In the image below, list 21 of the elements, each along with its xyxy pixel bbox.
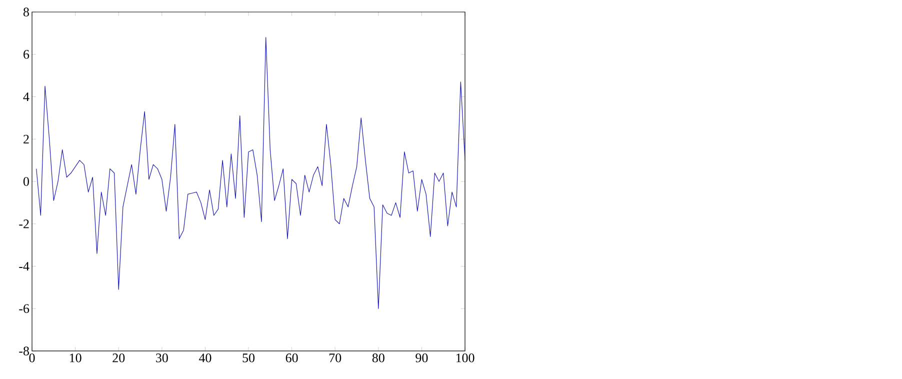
y-tick-label: 0 (23, 177, 29, 186)
y-tick-label: 6 (24, 50, 30, 59)
line-series (36, 37, 466, 309)
x-tick-label: 20 (112, 354, 125, 362)
y-tick-label: -6 (19, 304, 30, 313)
x-tick-label: 60 (286, 354, 298, 362)
x-tick-label: 70 (329, 354, 342, 362)
x-tick-label: 80 (372, 354, 384, 362)
x-tick-label: 30 (156, 354, 168, 362)
x-tick-label: 50 (242, 354, 255, 362)
y-tick-label: 8 (23, 8, 29, 16)
y-tick-label: -4 (19, 262, 30, 271)
y-tick-label: 4 (23, 92, 30, 102)
y-tick-label: -8 (19, 346, 29, 356)
x-tick-label: 0 (29, 354, 35, 362)
x-tick-label: 100 (456, 354, 474, 362)
y-tick-label: 2 (24, 134, 29, 144)
y-tick-label: -2 (19, 220, 29, 228)
x-tick-label: 90 (416, 354, 428, 362)
x-tick-label: 10 (70, 354, 82, 362)
x-tick-label: 40 (198, 354, 212, 362)
